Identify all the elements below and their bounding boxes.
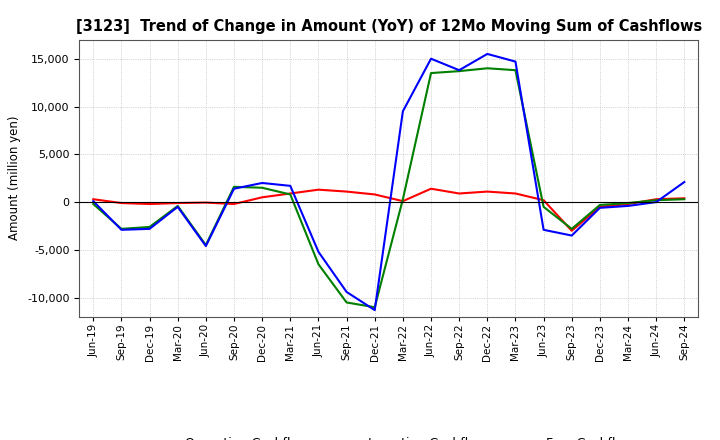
Free Cashflow <box>117 227 126 232</box>
Free Cashflow <box>511 59 520 64</box>
Free Cashflow <box>202 243 210 249</box>
Investing Cashflow <box>370 304 379 310</box>
Free Cashflow <box>286 183 294 188</box>
Free Cashflow <box>145 226 154 231</box>
Operating Cashflow <box>427 186 436 191</box>
Operating Cashflow <box>595 204 604 209</box>
Free Cashflow <box>399 109 408 114</box>
Free Cashflow <box>342 290 351 295</box>
Investing Cashflow <box>399 197 408 202</box>
Investing Cashflow <box>483 66 492 71</box>
Operating Cashflow <box>680 196 688 201</box>
Line: Investing Cashflow: Investing Cashflow <box>94 68 684 307</box>
Operating Cashflow <box>342 189 351 194</box>
Free Cashflow <box>567 233 576 238</box>
Operating Cashflow <box>539 198 548 203</box>
Investing Cashflow <box>286 192 294 197</box>
Investing Cashflow <box>455 69 464 74</box>
Free Cashflow <box>258 180 266 186</box>
Free Cashflow <box>174 204 182 209</box>
Investing Cashflow <box>89 202 98 207</box>
Investing Cashflow <box>145 224 154 230</box>
Free Cashflow <box>89 198 98 204</box>
Investing Cashflow <box>652 198 660 203</box>
Investing Cashflow <box>117 226 126 231</box>
Investing Cashflow <box>567 226 576 231</box>
Free Cashflow <box>427 56 436 61</box>
Investing Cashflow <box>539 204 548 209</box>
Operating Cashflow <box>202 200 210 205</box>
Operating Cashflow <box>511 191 520 196</box>
Operating Cashflow <box>89 197 98 202</box>
Free Cashflow <box>652 199 660 205</box>
Operating Cashflow <box>399 198 408 204</box>
Investing Cashflow <box>314 262 323 267</box>
Operating Cashflow <box>624 202 632 207</box>
Investing Cashflow <box>624 200 632 205</box>
Investing Cashflow <box>342 300 351 305</box>
Free Cashflow <box>455 68 464 73</box>
Operating Cashflow <box>567 228 576 233</box>
Operating Cashflow <box>286 191 294 196</box>
Investing Cashflow <box>511 68 520 73</box>
Operating Cashflow <box>370 192 379 197</box>
Free Cashflow <box>595 205 604 210</box>
Operating Cashflow <box>174 200 182 205</box>
Free Cashflow <box>314 249 323 254</box>
Investing Cashflow <box>680 197 688 202</box>
Free Cashflow <box>483 51 492 57</box>
Operating Cashflow <box>314 187 323 192</box>
Operating Cashflow <box>145 202 154 207</box>
Operating Cashflow <box>117 200 126 205</box>
Free Cashflow <box>624 203 632 209</box>
Investing Cashflow <box>174 203 182 209</box>
Free Cashflow <box>539 227 548 232</box>
Investing Cashflow <box>258 185 266 191</box>
Investing Cashflow <box>595 202 604 208</box>
Free Cashflow <box>680 180 688 185</box>
Operating Cashflow <box>483 189 492 194</box>
Line: Operating Cashflow: Operating Cashflow <box>94 189 684 231</box>
Investing Cashflow <box>202 242 210 248</box>
Investing Cashflow <box>427 70 436 76</box>
Free Cashflow <box>230 186 238 191</box>
Operating Cashflow <box>455 191 464 196</box>
Free Cashflow <box>370 308 379 313</box>
Operating Cashflow <box>652 197 660 202</box>
Investing Cashflow <box>230 184 238 190</box>
Legend: Operating Cashflow, Investing Cashflow, Free Cashflow: Operating Cashflow, Investing Cashflow, … <box>139 432 639 440</box>
Y-axis label: Amount (million yen): Amount (million yen) <box>9 116 22 240</box>
Operating Cashflow <box>230 202 238 207</box>
Title: [3123]  Trend of Change in Amount (YoY) of 12Mo Moving Sum of Cashflows: [3123] Trend of Change in Amount (YoY) o… <box>76 19 702 34</box>
Operating Cashflow <box>258 194 266 200</box>
Line: Free Cashflow: Free Cashflow <box>94 54 684 310</box>
